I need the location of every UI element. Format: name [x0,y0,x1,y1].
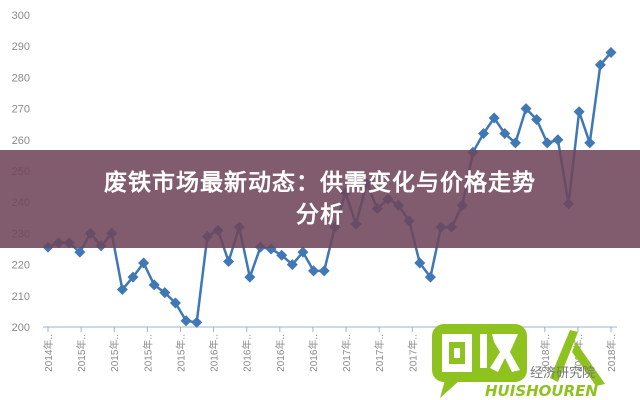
x-tick-label: 2015年.. [174,334,187,372]
y-tick-label: 220 [12,260,30,272]
x-tick-label: 2017年.. [340,334,353,372]
data-point [74,246,86,258]
y-tick-label: 300 [12,10,30,22]
data-point [159,287,171,299]
data-point [148,279,160,291]
data-point [127,271,139,283]
data-point [594,59,606,71]
data-point [180,315,192,327]
data-point [414,257,426,269]
data-point [138,257,150,269]
y-tick-label: 290 [12,41,30,53]
y-tick-label: 210 [12,291,30,303]
data-point [541,137,553,149]
x-tick-label: 2015年.. [108,334,121,372]
data-point [488,112,500,124]
data-point [605,46,617,58]
data-point [552,134,564,146]
data-point [116,284,128,296]
data-point [499,128,511,140]
data-point [318,265,330,277]
x-tick-label: 2016年.. [208,334,221,372]
x-tick-label: 2018年.. [539,334,552,372]
y-tick-label: 200 [12,322,30,334]
x-tick-label: 2016年.. [241,334,254,372]
y-tick-label: 260 [12,135,30,147]
x-tick-label: 2016年.. [307,334,320,372]
data-point [308,265,320,277]
data-point [223,255,235,267]
data-point [276,249,288,261]
svg-text:经济研究院: 经济研究院 [530,366,595,381]
data-point [169,297,181,309]
data-point [531,114,543,126]
y-tick-label: 270 [12,104,30,116]
data-point [297,246,309,258]
data-point [286,259,298,271]
watermark-logo: 经济研究院 HUISHOUREN [432,324,605,400]
data-point [244,271,256,283]
svg-text:HUISHOUREN: HUISHOUREN [485,382,598,400]
y-tick-label: 280 [12,72,30,84]
x-tick-label: 2016年.. [274,334,287,372]
data-point [573,106,585,118]
x-tick-label: 2015年.. [75,334,88,372]
x-tick-label: 2017年.. [373,334,386,372]
x-tick-label: 2014年.. [42,334,55,372]
title-line-1: 废铁市场最新动态：供需变化与价格走势 [104,170,536,196]
data-point [520,103,532,115]
data-point [584,137,596,149]
x-tick-label: 2015年.. [141,334,154,372]
title-line-2: 分析 [296,202,344,228]
x-tick-label: 2017年.. [406,334,419,372]
data-point [424,271,436,283]
data-point [191,316,203,328]
x-tick-label: 2018年.. [605,334,618,372]
data-point [478,128,490,140]
title-banner: 废铁市场最新动态：供需变化与价格走势 分析 [0,150,640,248]
data-point [509,137,521,149]
